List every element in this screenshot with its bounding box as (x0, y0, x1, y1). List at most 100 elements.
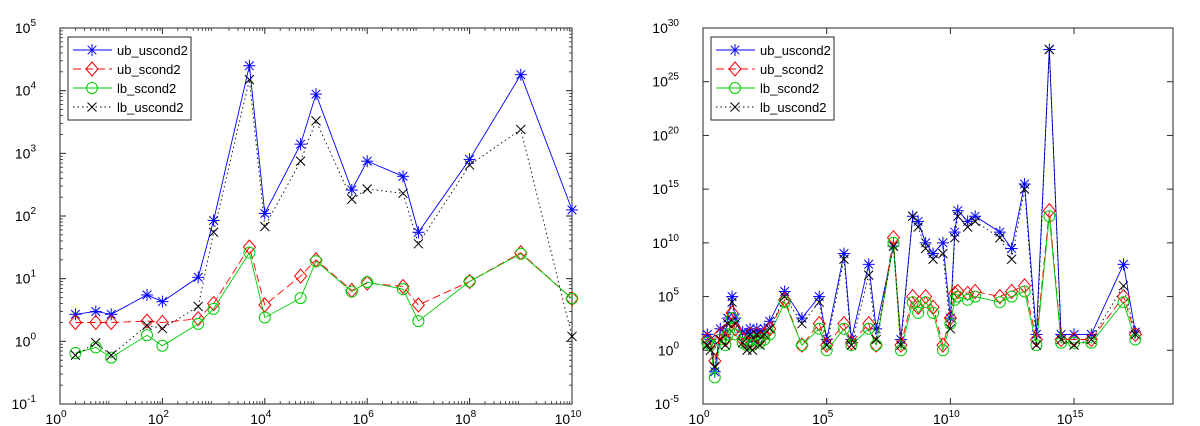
right-point-lb_uscond2 (938, 248, 948, 259)
right-point-ub_uscond2 (701, 328, 714, 341)
right-point-lb_uscond2 (871, 334, 882, 345)
right-point-lb_scond2 (1005, 290, 1018, 303)
right-point-lb_uscond2 (737, 337, 748, 348)
right-point-lb_scond2 (969, 290, 982, 303)
right-point-ub_uscond2 (919, 236, 932, 249)
right-point-ub_scond2 (1067, 331, 1081, 348)
right-point-ub_scond2 (1054, 331, 1068, 348)
right-point-lb_uscond2 (1056, 334, 1066, 345)
right-legend-label: ub_uscond2 (760, 43, 831, 58)
left-point-ub_uscond2 (361, 155, 374, 168)
left-point-lb_scond2 (105, 351, 118, 364)
right-point-ub_scond2 (968, 283, 982, 300)
left-legend-label: lb_scond2 (117, 81, 176, 96)
right-line-ub_uscond2 (707, 49, 1136, 372)
right-legend-marker (729, 82, 741, 94)
right-point-lb_scond2 (906, 296, 919, 309)
left-point-lb_uscond2 (142, 320, 152, 331)
right-point-ub_scond2 (961, 285, 975, 302)
right-point-ub_uscond2 (951, 204, 964, 217)
right-point-lb_uscond2 (1130, 329, 1141, 340)
right-point-lb_scond2 (845, 339, 858, 352)
right-point-lb_scond2 (729, 328, 742, 341)
right-point-lb_scond2 (708, 371, 721, 384)
right-point-lb_uscond2 (952, 211, 963, 222)
left-point-lb_scond2 (361, 276, 374, 289)
right-legend-entry: ub_uscond2 (716, 43, 831, 58)
right-point-ub_uscond2 (862, 258, 875, 271)
right-point-lb_uscond2 (888, 241, 899, 251)
left-x-tick-label: 106 (353, 409, 375, 426)
left-point-lb_uscond2 (515, 124, 526, 135)
left-legend-label: lb_uscond2 (117, 100, 184, 115)
right-point-ub_scond2 (708, 353, 722, 369)
left-legend-marker (86, 44, 98, 56)
right-point-ub_uscond2 (993, 226, 1006, 239)
right-point-ub_uscond2 (927, 247, 940, 260)
left-legend-entry: ub_scond2 (73, 61, 181, 77)
left-x-tick-label: 104 (250, 409, 272, 426)
right-point-lb_scond2 (795, 339, 808, 352)
right-point-lb_uscond2 (709, 361, 720, 372)
right-point-lb_uscond2 (928, 254, 938, 265)
right-point-ub_uscond2 (813, 290, 826, 303)
right-point-lb_uscond2 (730, 318, 741, 329)
left-line-lb_scond2 (75, 251, 573, 359)
left-series-lb_uscond2 (70, 74, 577, 361)
right-point-ub_scond2 (820, 337, 834, 353)
right-point-lb_scond2 (721, 328, 734, 341)
right-point-lb_scond2 (936, 344, 949, 357)
left-point-lb_scond2 (258, 311, 271, 324)
left-y-tick-label: 10-1 (12, 394, 37, 412)
right-point-lb_scond2 (948, 293, 961, 306)
left-point-ub_scond2 (140, 313, 154, 329)
left-series (68, 59, 579, 364)
right-point-ub_uscond2 (936, 236, 949, 249)
right-point-lb_scond2 (1117, 296, 1130, 309)
left-point-lb_scond2 (345, 285, 358, 298)
right-point-lb_uscond2 (705, 345, 716, 356)
left-point-lb_uscond2 (106, 350, 117, 361)
left-legend-entry: ub_uscond2 (73, 43, 188, 58)
left-point-lb_uscond2 (244, 74, 255, 85)
left-legend-label: ub_scond2 (117, 62, 181, 77)
right-point-ub_scond2 (812, 315, 826, 332)
right-y-tick-label: 1010 (652, 233, 679, 251)
left-point-ub_scond2 (293, 268, 308, 284)
left-point-ub_scond2 (565, 290, 579, 307)
right-point-ub_uscond2 (837, 247, 850, 260)
left-point-lb_uscond2 (362, 184, 373, 194)
right-point-lb_uscond2 (907, 211, 918, 222)
left-point-lb_uscond2 (259, 221, 270, 232)
left-legend-entry: lb_scond2 (73, 81, 176, 96)
left-legend-box (67, 36, 192, 121)
left-point-lb_scond2 (140, 329, 153, 342)
left-point-ub_uscond2 (412, 226, 425, 239)
left-point-ub_scond2 (191, 310, 205, 327)
left-point-ub_uscond2 (89, 305, 102, 318)
left-point-lb_scond2 (566, 292, 578, 305)
left-point-lb_scond2 (89, 341, 102, 354)
right-point-lb_uscond2 (1118, 280, 1129, 291)
right-point-lb_scond2 (726, 312, 739, 325)
left-point-lb_scond2 (396, 283, 409, 296)
left-point-lb_scond2 (514, 247, 527, 260)
right-legend-marker (730, 102, 740, 112)
left-x-tick-label: 1010 (555, 409, 582, 426)
right-point-lb_scond2 (993, 296, 1006, 309)
right-point-lb_scond2 (1085, 336, 1098, 349)
left-point-ub_uscond2 (566, 203, 578, 216)
right-point-ub_scond2 (862, 315, 876, 332)
left-point-lb_scond2 (207, 302, 220, 315)
right-point-lb_uscond2 (764, 323, 775, 334)
left-point-ub_uscond2 (514, 68, 527, 81)
left-point-lb_scond2 (412, 315, 425, 328)
left-legend-marker (86, 82, 98, 94)
left-y-tick-label: 101 (15, 269, 37, 287)
left-point-lb_scond2 (310, 255, 322, 268)
left-point-lb_uscond2 (90, 337, 101, 348)
right-point-ub_uscond2 (778, 285, 791, 298)
right-legend-label: lb_scond2 (760, 81, 819, 96)
right-point-ub_scond2 (1004, 283, 1019, 300)
right-point-ub_uscond2 (1018, 178, 1031, 191)
